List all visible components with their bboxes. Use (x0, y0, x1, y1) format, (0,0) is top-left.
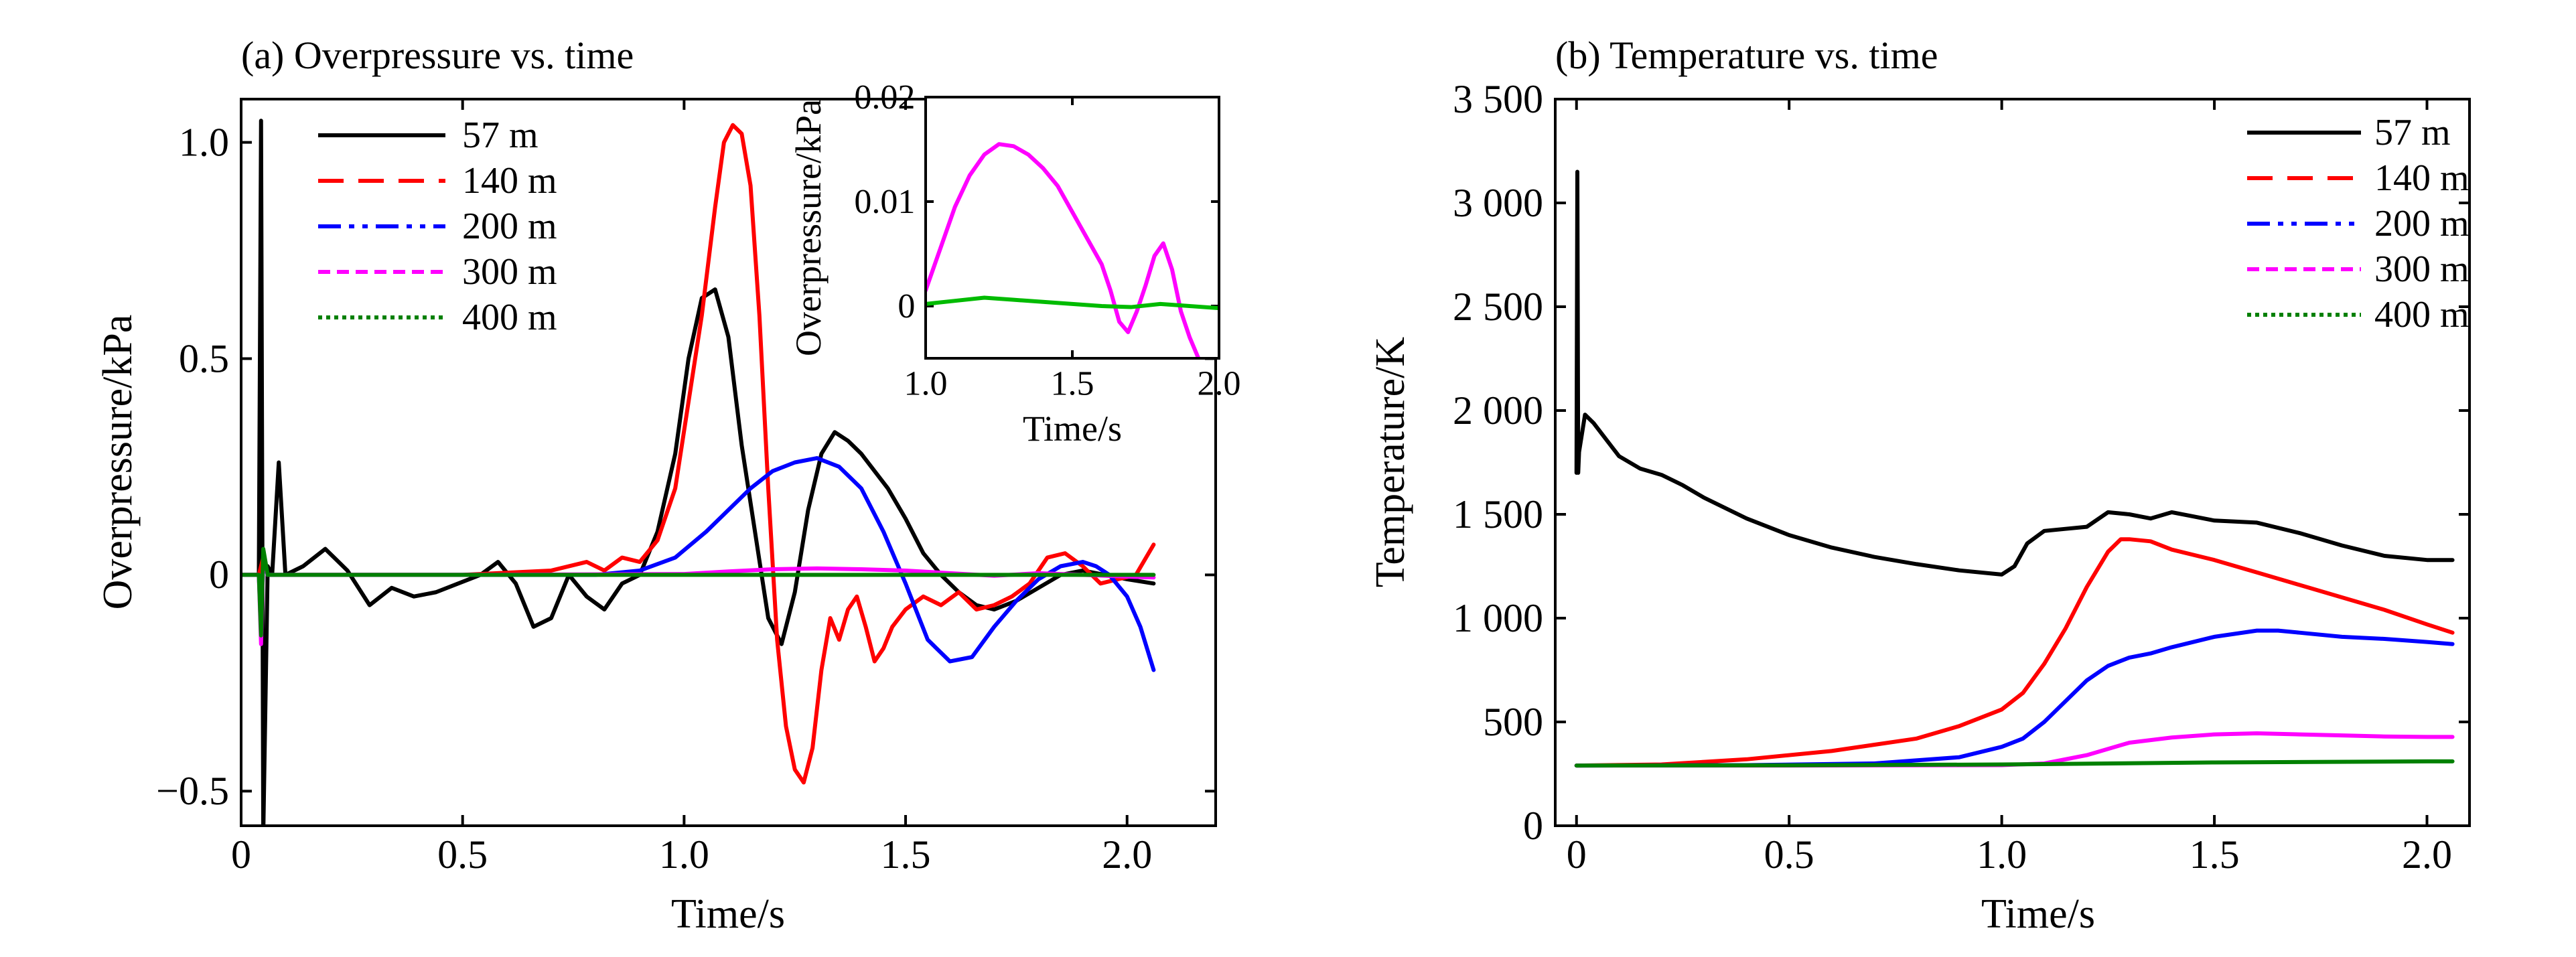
inset-xtick-label-2: 2.0 (1198, 365, 1241, 403)
chart-a-ytick-label-3: 1.0 (179, 120, 229, 164)
inset-frame (924, 96, 1220, 360)
chart-b-ytick-label-0: 0 (1523, 804, 1543, 848)
chart-b-xtick-label-0: 0 (1567, 832, 1587, 877)
chart-a-xtick-label-3: 1.5 (881, 832, 931, 877)
legend-a-item-3: 200 m (318, 206, 557, 247)
chart-b-series-group (1574, 169, 2455, 768)
chart-a-ytick-label-2: 0.5 (179, 336, 229, 380)
chart-a-xlabel: Time/s (671, 891, 785, 937)
inset-ytick-label-2: 0.02 (854, 78, 915, 117)
chart-b-xtick-label-4: 2.0 (2402, 832, 2452, 877)
inset-axes: 1.0 1.5 2.0 0 0.01 0.02 (854, 78, 1240, 402)
inset-ylabel: Overpressure/kPa (788, 99, 829, 356)
legend-a-label-2: 140 m (462, 160, 557, 202)
legend-b-label-1: 57 m (2374, 112, 2451, 153)
chart-b-xtick-label-1: 0.5 (1764, 832, 1814, 877)
chart-b: (b) Temperature vs. time 0 0.5 1.0 1.5 2.0 0 5… (1368, 33, 2471, 937)
legend-b-label-2: 140 m (2374, 157, 2470, 199)
chart-b-ytick-label-3: 1 500 (1453, 492, 1543, 536)
chart-b-title: (b) Temperature vs. time (1555, 33, 1938, 77)
legend-a-item-4: 300 m (318, 251, 557, 293)
chart-b-series-3 (1574, 628, 2455, 768)
inset-ytick-label-1: 0.01 (854, 183, 915, 221)
chart-b-ylabel: Temperature/K (1368, 337, 1413, 588)
chart-a-xtick-label-2: 1.0 (659, 832, 709, 877)
chart-b-series-1 (1574, 169, 2455, 577)
chart-a-ylabel: Overpressure/kPa (95, 315, 141, 610)
chart-b-ytick-label-5: 2 500 (1453, 285, 1543, 329)
legend-b-label-4: 300 m (2374, 248, 2470, 290)
chart-b-xlabel: Time/s (1981, 891, 2095, 937)
chart-a-series-1 (241, 119, 1156, 826)
chart-a-plot-frame (240, 98, 1217, 827)
legend-a-label-1: 57 m (462, 115, 539, 156)
chart-a-ytick-label-0: −0.5 (156, 769, 229, 813)
chart-b-ytick-label-4: 2 000 (1453, 388, 1543, 433)
chart-b-ytick-label-2: 1 000 (1453, 596, 1543, 640)
chart-a: (a) Overpressure vs. time 0 0.5 1.0 1.5 2.0 −… (95, 33, 1241, 937)
inset-series-group (926, 142, 1219, 358)
chart-b-ytick-label-7: 3 500 (1453, 77, 1543, 121)
legend-b-item-1: 57 m (2247, 112, 2451, 153)
chart-b-ytick-label-6: 3 000 (1453, 181, 1543, 225)
chart-b-legend: 57 m 140 m 200 m 300 m 400 m (2247, 112, 2470, 336)
chart-b-xtick-label-3: 1.5 (2190, 832, 2240, 877)
chart-a-series-3 (241, 456, 1156, 672)
inset-background (926, 97, 1219, 358)
legend-a-label-4: 300 m (462, 251, 557, 293)
legend-b-item-2: 140 m (2247, 157, 2470, 199)
chart-b-series-2 (1574, 537, 2455, 768)
chart-a-inset: 1.0 1.5 2.0 0 0.01 0.02 Time/s Overpressure/k… (788, 78, 1241, 449)
inset-series-2 (926, 295, 1219, 311)
chart-b-ytick-label-1: 500 (1483, 700, 1543, 744)
chart-a-series-5 (241, 546, 1156, 638)
chart-a-title: (a) Overpressure vs. time (241, 33, 634, 77)
chart-a-series-2 (241, 123, 1156, 785)
legend-b-item-3: 200 m (2247, 203, 2470, 244)
chart-b-plot-frame (1554, 98, 2471, 827)
legend-a-item-1: 57 m (318, 115, 539, 156)
chart-a-xtick-label-1: 0.5 (437, 832, 488, 877)
legend-a-item-5: 400 m (318, 297, 557, 338)
chart-b-axes: 0 0.5 1.0 1.5 2.0 0 500 1 000 1 500 2 000 2 500 3 0… (1453, 77, 2470, 877)
chart-a-axes: 0 0.5 1.0 1.5 2.0−0.500.51.0 (156, 99, 1216, 877)
inset-xlabel: Time/s (1023, 409, 1122, 449)
inset-series-1 (926, 142, 1201, 358)
legend-b-item-5: 400 m (2247, 294, 2470, 336)
legend-b-item-4: 300 m (2247, 248, 2470, 290)
legend-a-item-2: 140 m (318, 160, 557, 202)
chart-b-xtick-label-2: 1.0 (1977, 832, 2027, 877)
chart-b-series-5 (1574, 759, 2455, 768)
legend-a-label-5: 400 m (462, 297, 557, 338)
chart-a-series-group (241, 119, 1156, 826)
inset-xtick-label-1: 1.5 (1051, 365, 1094, 403)
chart-a-xtick-label-4: 2.0 (1102, 832, 1152, 877)
chart-a-xtick-label-0: 0 (231, 832, 251, 877)
legend-b-label-5: 400 m (2374, 294, 2470, 336)
legend-b-label-3: 200 m (2374, 203, 2470, 244)
inset-ytick-label-0: 0 (898, 287, 915, 325)
legend-a-label-3: 200 m (462, 206, 557, 247)
inset-xtick-label-0: 1.0 (904, 365, 948, 403)
chart-a-legend: 57 m 140 m 200 m 300 m 400 m (318, 115, 557, 338)
chart-a-ytick-label-1: 0 (209, 553, 229, 597)
